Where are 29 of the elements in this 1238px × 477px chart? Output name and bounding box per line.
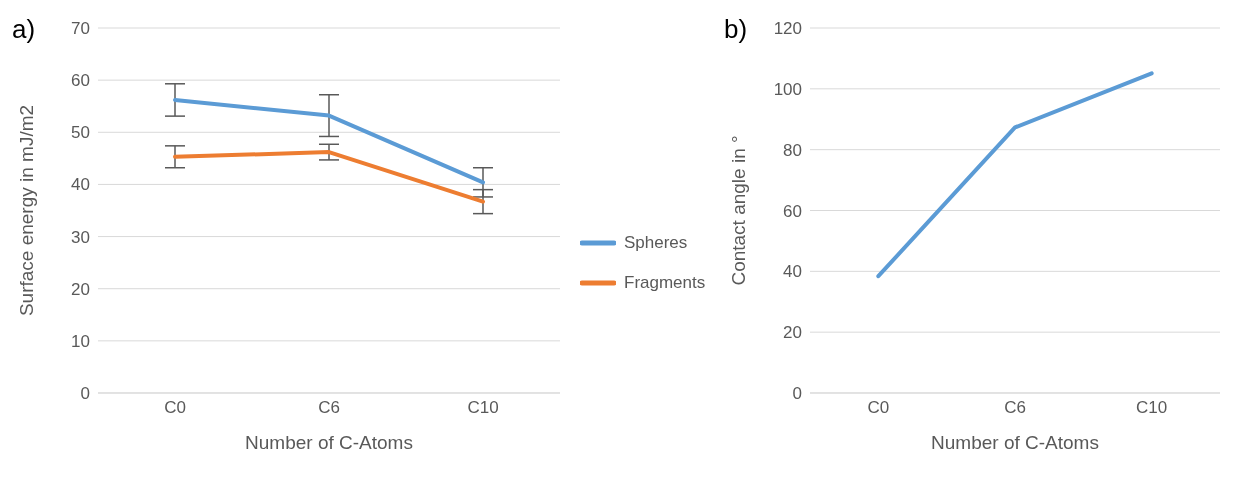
y-tick-label: 0	[792, 384, 802, 404]
y-tick-label: 80	[783, 140, 802, 160]
x-tick-label: C10	[467, 398, 499, 418]
y-tick-label: 0	[80, 384, 90, 404]
x-tick-label: C10	[1136, 398, 1168, 418]
y-tick-label: 20	[71, 279, 90, 299]
x-tick-label: C6	[1004, 398, 1026, 418]
legend-label: Fragments	[624, 273, 706, 293]
y-tick-label: 100	[773, 79, 802, 99]
y-tick-label: 50	[71, 123, 90, 143]
y-tick-label: 20	[783, 323, 802, 343]
y-tick-label: 70	[71, 19, 90, 39]
y-tick-label: 30	[71, 227, 90, 247]
x-tick-label: C0	[867, 398, 890, 418]
chart-title: a)	[12, 14, 36, 45]
x-axis-title: Number of C-Atoms	[931, 432, 1099, 453]
x-tick-label: C6	[318, 398, 340, 418]
legend-label: Spheres	[624, 233, 688, 253]
y-tick-label: 40	[71, 175, 90, 195]
y-tick-label: 60	[71, 71, 90, 91]
y-tick-label: 120	[773, 19, 802, 39]
y-tick-label: 10	[71, 331, 90, 351]
x-axis-title: Number of C-Atoms	[245, 432, 413, 453]
x-tick-label: C0	[164, 398, 186, 418]
y-tick-label: 60	[783, 201, 802, 221]
y-tick-label: 40	[783, 262, 802, 282]
y-axis-title: Surface energy in mJ/m2	[15, 104, 37, 317]
y-axis-title: Contact angle in °	[727, 135, 749, 286]
chart-title: b)	[724, 14, 748, 45]
